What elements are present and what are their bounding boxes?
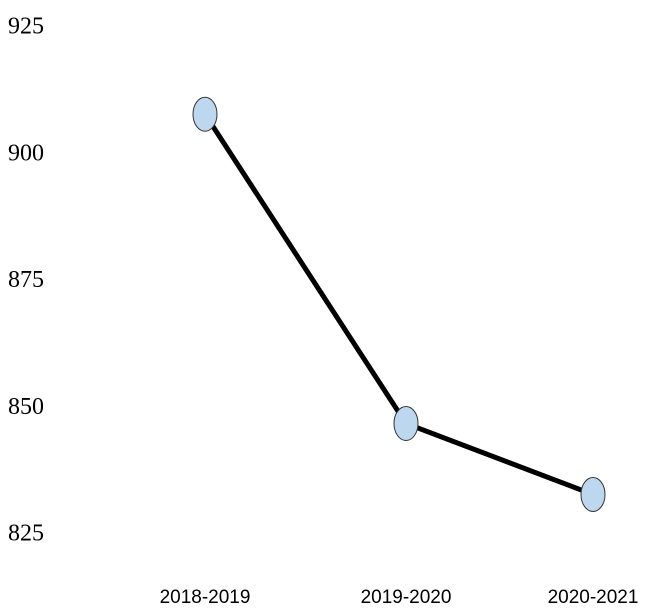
- marker: [580, 476, 606, 512]
- marker: [192, 96, 218, 132]
- y-tick-label: 825: [8, 521, 44, 547]
- y-tick-label: 925: [8, 14, 44, 40]
- marker: [393, 405, 419, 441]
- x-tick-label: 2020-2021: [548, 587, 639, 608]
- y-tick-label: 850: [8, 394, 44, 420]
- y-tick-label: 900: [8, 140, 44, 166]
- x-tick-label: 2019-2020: [361, 587, 452, 608]
- y-tick-label: 875: [8, 267, 44, 293]
- x-tick-label: 2018-2019: [160, 587, 251, 608]
